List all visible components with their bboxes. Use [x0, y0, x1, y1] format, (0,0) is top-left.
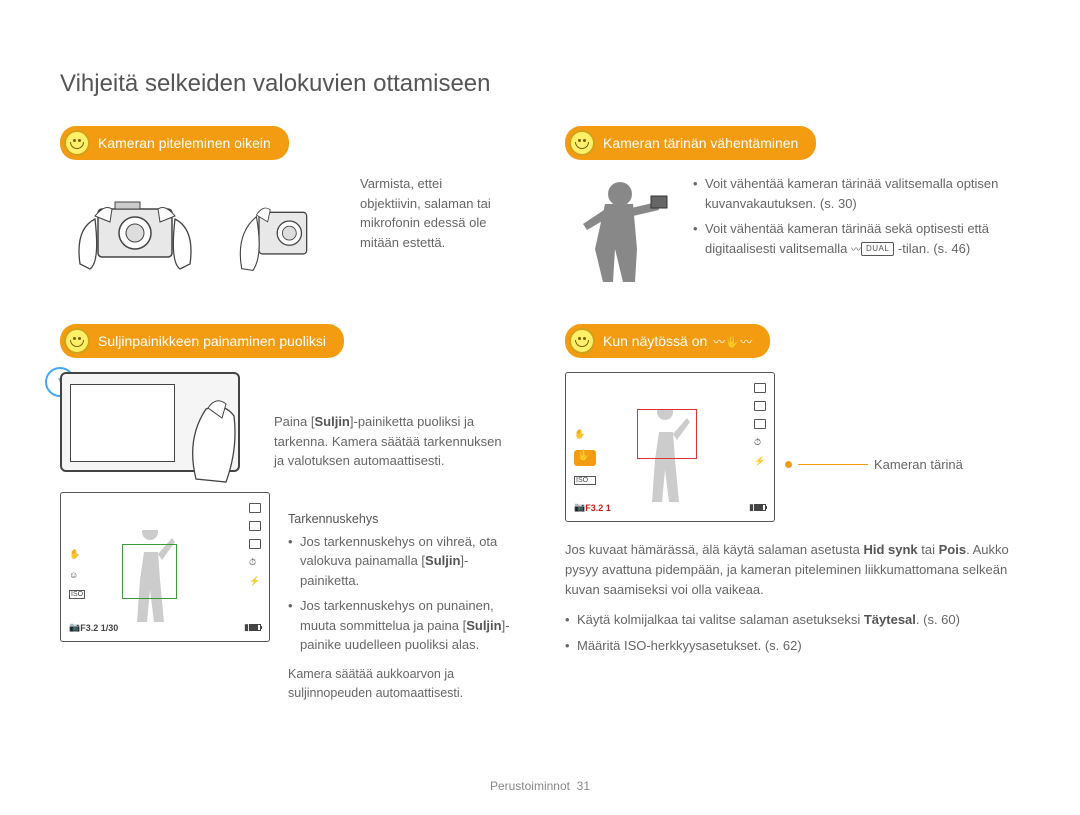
section-header-shutter: Suljinpainikkeen painaminen puoliksi — [60, 324, 344, 358]
legend-list: Jos tarkennuskehys on vihreä, ota valoku… — [288, 532, 515, 655]
dual-mode-icon: DUAL — [861, 242, 894, 256]
smiley-icon — [64, 328, 90, 354]
shutter-description: Paina [Suljin]-painiketta puoliksi ja ta… — [274, 372, 515, 471]
holding-illustrations: Varmista, ettei objektiivin, salaman tai… — [60, 174, 515, 294]
legend-note: Kamera säätää aukkoarvon ja suljinnopeud… — [288, 665, 515, 703]
text: Käytä kolmijalkaa tai valitse salaman as… — [577, 612, 864, 627]
ois-icon: ✋ — [69, 549, 85, 560]
lcd-right-icons: ⏱ ⚡ — [249, 503, 261, 587]
mode-icon — [249, 503, 261, 513]
shake-reduce-list: Voit vähentää kameran tärinää valitsemal… — [693, 174, 1020, 264]
timer-icon: ⏱ — [249, 557, 261, 568]
focus-frame-red — [637, 409, 697, 459]
quality-icon — [249, 521, 261, 531]
lcd-screen-red: ⏱ ⚡ ✋ ISO 📷 F3.2 1 ▮ — [565, 372, 775, 522]
face-icon: ☺ — [69, 570, 85, 580]
list-item: Voit vähentää kameran tärinää valitsemal… — [693, 174, 1020, 213]
flash-icon: ⚡ — [249, 576, 261, 587]
section-title: Kun näytössä on — [603, 333, 707, 349]
footer-label: Perustoiminnot — [490, 779, 570, 793]
bold-text: Suljin — [314, 414, 349, 429]
text: tai — [918, 542, 939, 557]
lcd-bottom-bar: 📷 F3.2 1/30 ▮ — [69, 622, 261, 633]
footer-page-number: 31 — [577, 779, 590, 793]
left-column: Kameran piteleminen oikein Varmista, e — [60, 126, 515, 702]
timer-icon: ⏱ — [754, 437, 766, 448]
lcd-bottom-bar: 📷 F3.2 1 ▮ — [574, 502, 766, 513]
lcd-screen-green: ⏱ ⚡ ✋ ☺ ISO 📷 F3.2 1/30 ▮ — [60, 492, 270, 642]
shake-warning-icon — [574, 450, 596, 466]
metering-icon — [249, 539, 261, 549]
list-item: Määritä ISO-herkkyysasetukset. (s. 62) — [565, 636, 1020, 656]
legend-heading: Tarkennuskehys — [288, 510, 515, 529]
battery-icon — [249, 624, 261, 631]
bold-text: Suljin — [425, 553, 460, 568]
text: Paina [ — [274, 414, 314, 429]
shake-lcd-wrap: ⏱ ⚡ ✋ ISO 📷 F3.2 1 ▮ — [565, 372, 1020, 522]
bold-text: Täytesal — [864, 612, 916, 627]
lcd-and-legend: ⏱ ⚡ ✋ ☺ ISO 📷 F3.2 1/30 ▮ — [60, 492, 515, 702]
legend-item: Jos tarkennuskehys on vihreä, ota valoku… — [288, 532, 515, 591]
iso-icon: ISO — [574, 476, 596, 485]
flash-icon: ⚡ — [754, 456, 766, 467]
shutter-row: Paina [Suljin]-painiketta puoliksi ja ta… — [60, 372, 515, 472]
iso-icon: ISO — [69, 590, 85, 599]
holding-front-icon — [60, 174, 210, 294]
battery-icon — [754, 504, 766, 511]
lcd-left-icons: ✋ ☺ ISO — [69, 549, 85, 599]
focus-frame-legend: Tarkennuskehys Jos tarkennuskehys on vih… — [288, 510, 515, 702]
page-title: Vihjeitä selkeiden valokuvien ottamiseen — [60, 70, 1020, 98]
list-item: Voit vähentää kameran tärinää sekä optis… — [693, 219, 1020, 258]
section-title: Suljinpainikkeen painaminen puoliksi — [98, 333, 326, 349]
ois-icon: ✋ — [574, 429, 596, 440]
section-header-holding: Kameran piteleminen oikein — [60, 126, 289, 160]
exposure-readout: F3.2 1/30 — [80, 623, 118, 633]
person-holding-camera-icon — [565, 174, 675, 284]
exposure-readout: F3.2 1 — [585, 503, 611, 513]
content-columns: Kameran piteleminen oikein Varmista, e — [60, 126, 1020, 702]
holding-side-icon — [220, 174, 350, 294]
text: Jos tarkennuskehys on punainen, muuta so… — [300, 598, 494, 633]
bold-text: Hid synk — [863, 542, 917, 557]
right-column: Kameran tärinän vähentäminen Voit vähent… — [565, 126, 1020, 702]
smiley-icon — [64, 130, 90, 156]
section-title: Kameran tärinän vähentäminen — [603, 135, 798, 151]
holding-text: Varmista, ettei objektiivin, salaman tai… — [360, 174, 500, 252]
shake-waves-icon: 〰 — [851, 245, 861, 256]
callout-dot-icon — [785, 461, 792, 468]
text: Jos kuvaat hämärässä, älä käytä salaman … — [565, 542, 863, 557]
dark-shooting-paragraph: Jos kuvaat hämärässä, älä käytä salaman … — [565, 540, 1020, 600]
metering-icon — [754, 419, 766, 429]
page-footer: Perustoiminnot 31 — [0, 779, 1080, 793]
bold-text: Pois — [939, 542, 966, 557]
text: . (s. 60) — [916, 612, 960, 627]
bold-text: Suljin — [466, 618, 501, 633]
camera-mode-icon: 📷 — [69, 622, 80, 633]
shake-label: Kameran tärinä — [874, 457, 963, 472]
text: -tilan. (s. 46) — [898, 241, 970, 256]
camera-back-icon — [60, 372, 240, 472]
lcd-right-icons: ⏱ ⚡ — [754, 383, 766, 467]
lcd-left-icons: ✋ ISO — [574, 429, 596, 485]
smiley-icon — [569, 328, 595, 354]
section-header-shake-icon: Kun näytössä on 〰✋〰 — [565, 324, 770, 358]
shutter-illustration — [60, 372, 260, 472]
focus-frame-green — [122, 544, 177, 599]
list-item: Käytä kolmijalkaa tai valitse salaman as… — [565, 610, 1020, 630]
legend-item: Jos tarkennuskehys on punainen, muuta so… — [288, 596, 515, 655]
shake-hand-icon: 〰✋〰 — [713, 333, 752, 350]
camera-mode-icon: 📷 — [574, 502, 585, 513]
dark-shooting-tips: Käytä kolmijalkaa tai valitse salaman as… — [565, 610, 1020, 655]
quality-icon — [754, 401, 766, 411]
smiley-icon — [569, 130, 595, 156]
shake-callout: Kameran tärinä — [785, 457, 963, 472]
section-header-shake-reduce: Kameran tärinän vähentäminen — [565, 126, 816, 160]
section-title: Kameran piteleminen oikein — [98, 135, 271, 151]
shake-reduce-row: Voit vähentää kameran tärinää valitsemal… — [565, 174, 1020, 284]
callout-line-icon — [798, 464, 868, 465]
mode-icon — [754, 383, 766, 393]
